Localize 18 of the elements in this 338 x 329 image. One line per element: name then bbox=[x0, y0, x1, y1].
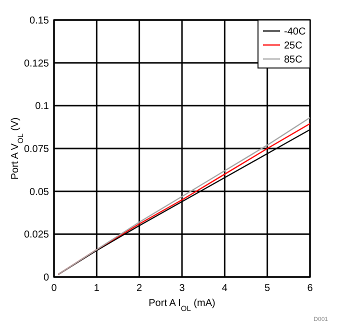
y-tick-label: 0.025 bbox=[24, 230, 50, 241]
x-tick-label: 4 bbox=[222, 283, 228, 294]
legend-label: -40C bbox=[284, 26, 306, 38]
legend-label: 85C bbox=[284, 54, 302, 66]
x-tick-label: 1 bbox=[94, 283, 100, 294]
y-tick-label: 0 bbox=[43, 272, 50, 284]
y-tick-label: 0.05 bbox=[30, 186, 50, 198]
x-tick-label: 2 bbox=[136, 283, 143, 294]
legend-label: 25C bbox=[284, 40, 302, 52]
x-axis-title: Port A I$_{OL}$ (mA) bbox=[148, 298, 216, 312]
y-tick-label: 0.15 bbox=[30, 16, 50, 26]
x-tick-label: 3 bbox=[179, 283, 186, 294]
x-tick-label: 6 bbox=[307, 283, 314, 294]
y-tick-label: 0.075 bbox=[24, 144, 50, 155]
y-tick-label: 0.1 bbox=[35, 101, 50, 112]
x-tick-label: 0 bbox=[51, 283, 58, 294]
x-tick-label: 5 bbox=[264, 283, 271, 294]
y-tick-label: 0.125 bbox=[24, 58, 50, 70]
